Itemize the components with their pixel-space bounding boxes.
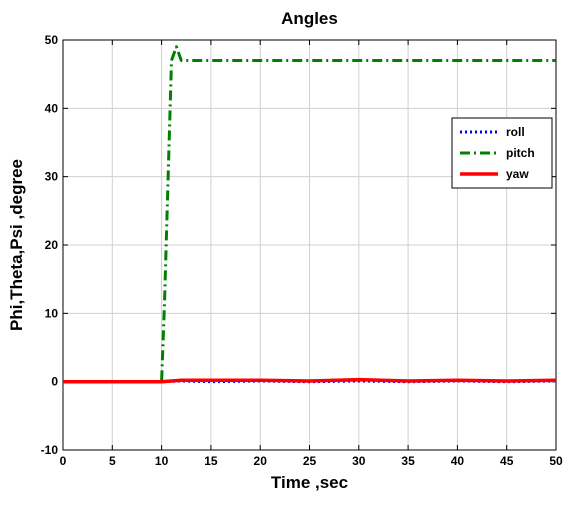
- legend-label-yaw: yaw: [506, 167, 529, 181]
- x-tick-label: 5: [109, 454, 116, 468]
- y-tick-label: 50: [45, 33, 59, 47]
- x-tick-label: 0: [60, 454, 67, 468]
- y-tick-label: 30: [45, 170, 59, 184]
- grid: [62, 39, 557, 451]
- y-tick-label: -10: [41, 443, 59, 457]
- x-tick-label: 45: [500, 454, 514, 468]
- x-tick-label: 30: [352, 454, 366, 468]
- series-line-pitch: [63, 45, 556, 384]
- x-tick-label: 40: [451, 454, 465, 468]
- series-lines: [63, 45, 557, 384]
- x-axis-label: Time ,sec: [271, 473, 348, 492]
- x-tick-label: 50: [549, 454, 563, 468]
- y-axis-label: Phi,Theta,Psi ,degree: [7, 159, 26, 331]
- y-tick-label: 20: [45, 238, 59, 252]
- x-tick-label: 35: [401, 454, 415, 468]
- x-tick-label: 20: [254, 454, 268, 468]
- chart-title: Angles: [281, 9, 338, 28]
- legend-label-roll: roll: [506, 125, 525, 139]
- x-tick-label: 25: [303, 454, 317, 468]
- x-tick-label: 10: [155, 454, 169, 468]
- y-tick-label: 0: [51, 375, 58, 389]
- y-tick-label: 10: [45, 306, 59, 320]
- x-tick-label: 15: [204, 454, 218, 468]
- legend: roll pitch yaw: [451, 117, 553, 189]
- legend-label-pitch: pitch: [506, 146, 535, 160]
- series-line-yaw: [63, 377, 557, 384]
- y-tick-label: 40: [45, 101, 59, 115]
